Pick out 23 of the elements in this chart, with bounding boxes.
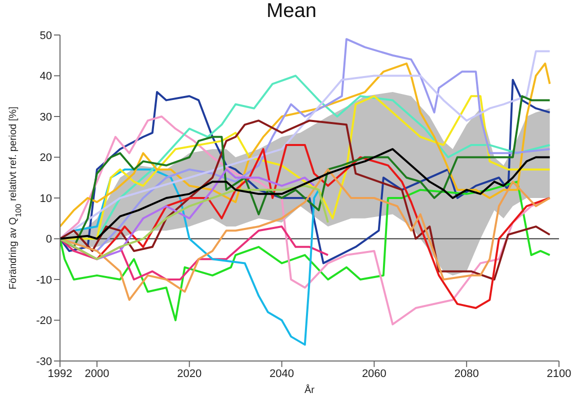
line-series (60, 180, 551, 322)
y-tick-label: 0 (46, 234, 52, 246)
line-series (60, 184, 329, 260)
y-tick-label: 20 (40, 152, 52, 164)
line-series (60, 120, 551, 280)
x-tick-label: 2020 (177, 368, 202, 380)
chart-title: Mean (265, 0, 318, 23)
y-tick-label: -30 (36, 356, 52, 368)
x-tick-label: 1992 (48, 368, 72, 380)
x-tick-label: 2100 (546, 368, 572, 380)
line-series (60, 148, 551, 240)
x-tick-label: 2000 (84, 368, 110, 380)
line-series (60, 226, 329, 280)
y-tick-label: 50 (40, 30, 52, 42)
x-tick-label: 2060 (362, 368, 386, 380)
y-tick-label: 10 (40, 192, 52, 205)
y-tick-label: 40 (40, 70, 52, 83)
y-tick-label: -10 (36, 274, 52, 286)
y-tick-label: -20 (36, 315, 52, 328)
x-tick-label: 2040 (270, 368, 294, 380)
y-tick-label: 30 (40, 111, 52, 124)
x-tick-label: 2080 (454, 368, 479, 380)
x-axis-title: År (304, 384, 316, 396)
